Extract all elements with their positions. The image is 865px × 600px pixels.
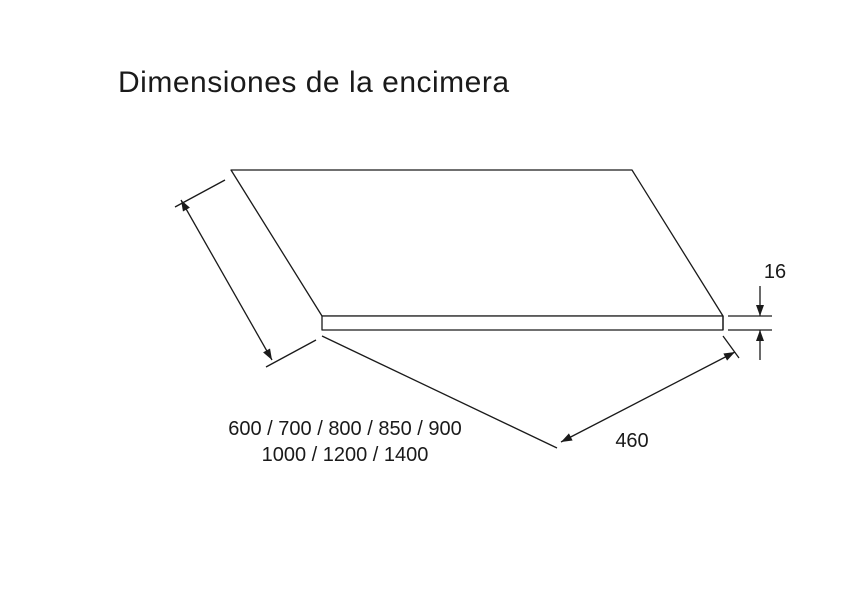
dimension-diagram (0, 0, 865, 600)
dimension-width-label-line2: 1000 / 1200 / 1400 (262, 444, 429, 467)
dimension-thickness-label: 16 (764, 261, 786, 284)
dimension-depth-label: 460 (615, 430, 648, 453)
dimension-width-label-line1: 600 / 700 / 800 / 850 / 900 (228, 418, 462, 441)
